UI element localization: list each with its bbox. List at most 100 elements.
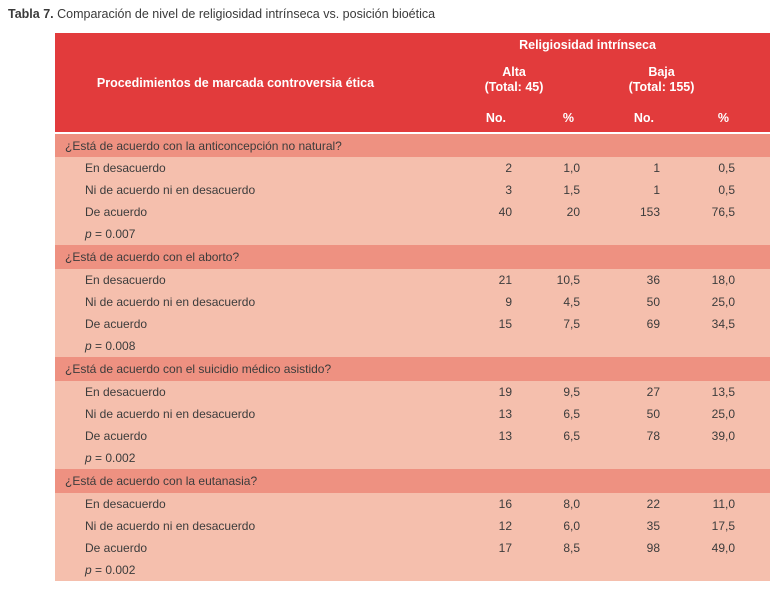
cell-alta-pct: 10,5: [520, 269, 588, 291]
table-row: De acuerdo 15 7,5 69 34,5: [55, 313, 771, 335]
table-caption-label: Tabla 7.: [8, 7, 54, 21]
cell-baja-pct: 76,5: [668, 201, 771, 223]
cell-alta-pct: 1,5: [520, 179, 588, 201]
cell-alta-no: 15: [440, 313, 520, 335]
cell-baja-no: 35: [588, 515, 668, 537]
cell-alta-pct: 9,5: [520, 381, 588, 403]
cell-baja-pct: 13,5: [668, 381, 771, 403]
comparison-table: Procedimientos de marcada controversia é…: [55, 33, 771, 581]
column-header-procedures: Procedimientos de marcada controversia é…: [55, 33, 440, 134]
p-value: p = 0.002: [55, 447, 771, 469]
row-label: Ni de acuerdo ni en desacuerdo: [55, 291, 440, 313]
section-question-row: ¿Está de acuerdo con la anticoncepción n…: [55, 133, 771, 157]
cell-alta-pct: 8,5: [520, 537, 588, 559]
row-label: De acuerdo: [55, 313, 440, 335]
column-header-pct-alta: %: [520, 103, 588, 134]
section-question-row: ¿Está de acuerdo con la eutanasia?: [55, 469, 771, 493]
table-row: Ni de acuerdo ni en desacuerdo 3 1,5 1 0…: [55, 179, 771, 201]
p-number: = 0.002: [91, 563, 136, 577]
cell-baja-pct: 49,0: [668, 537, 771, 559]
section-question-row: ¿Está de acuerdo con el suicidio médico …: [55, 357, 771, 381]
measure-header-row: No. % No. %: [55, 103, 771, 134]
column-group-alta-total: (Total: 45): [484, 80, 544, 94]
cell-alta-no: 12: [440, 515, 520, 537]
p-value-row: p = 0.007: [55, 223, 771, 245]
section-question: ¿Está de acuerdo con el suicidio médico …: [55, 357, 771, 381]
p-symbol: p: [85, 339, 92, 353]
cell-baja-no: 22: [588, 493, 668, 515]
cell-alta-pct: 7,5: [520, 313, 588, 335]
cell-baja-no: 98: [588, 537, 668, 559]
cell-baja-pct: 39,0: [668, 425, 771, 447]
cell-alta-no: 3: [440, 179, 520, 201]
row-label: En desacuerdo: [55, 381, 440, 403]
cell-baja-no: 27: [588, 381, 668, 403]
section-question: ¿Está de acuerdo con el aborto?: [55, 245, 771, 269]
table-row: En desacuerdo 2 1,0 1 0,5: [55, 157, 771, 179]
cell-baja-no: 1: [588, 179, 668, 201]
section-question-row: ¿Está de acuerdo con el aborto?: [55, 245, 771, 269]
cell-baja-no: 1: [588, 157, 668, 179]
cell-alta-pct: 6,5: [520, 403, 588, 425]
column-header-no-alta: No.: [440, 103, 520, 134]
row-label: Ni de acuerdo ni en desacuerdo: [55, 515, 440, 537]
cell-alta-no: 40: [440, 201, 520, 223]
subgroup-header-row: Alta (Total: 45) Baja (Total: 155): [55, 57, 771, 103]
cell-baja-no: 36: [588, 269, 668, 291]
p-symbol: p: [85, 227, 92, 241]
row-label: De acuerdo: [55, 201, 440, 223]
row-label: De acuerdo: [55, 537, 440, 559]
p-value-row: p = 0.002: [55, 559, 771, 581]
table-header: Procedimientos de marcada controversia é…: [55, 33, 771, 134]
cell-alta-pct: 4,5: [520, 291, 588, 313]
cell-baja-pct: 25,0: [668, 403, 771, 425]
cell-alta-no: 2: [440, 157, 520, 179]
cell-alta-pct: 6,0: [520, 515, 588, 537]
cell-baja-no: 69: [588, 313, 668, 335]
section-question: ¿Está de acuerdo con la anticoncepción n…: [55, 133, 771, 157]
table-row: Ni de acuerdo ni en desacuerdo 12 6,0 35…: [55, 515, 771, 537]
cell-alta-no: 17: [440, 537, 520, 559]
column-group-baja-label: Baja: [648, 65, 675, 79]
table-caption-text: Comparación de nivel de religiosidad int…: [53, 7, 436, 21]
p-value: p = 0.002: [55, 559, 771, 581]
cell-alta-pct: 8,0: [520, 493, 588, 515]
table-row: Ni de acuerdo ni en desacuerdo 9 4,5 50 …: [55, 291, 771, 313]
p-value: p = 0.007: [55, 223, 771, 245]
cell-alta-no: 13: [440, 425, 520, 447]
p-number: = 0.008: [91, 339, 136, 353]
table-row: De acuerdo 17 8,5 98 49,0: [55, 537, 771, 559]
column-group-alta-label: Alta: [502, 65, 526, 79]
table-row: En desacuerdo 16 8,0 22 11,0: [55, 493, 771, 515]
row-label: En desacuerdo: [55, 157, 440, 179]
column-header-no-baja: No.: [588, 103, 668, 134]
cell-alta-no: 9: [440, 291, 520, 313]
cell-baja-pct: 18,0: [668, 269, 771, 291]
table-caption: Tabla 7. Comparación de nivel de religio…: [8, 7, 435, 21]
cell-baja-no: 78: [588, 425, 668, 447]
cell-baja-no: 153: [588, 201, 668, 223]
row-label: Ni de acuerdo ni en desacuerdo: [55, 179, 440, 201]
column-group-baja-total: (Total: 155): [628, 80, 695, 94]
cell-alta-no: 16: [440, 493, 520, 515]
cell-alta-no: 21: [440, 269, 520, 291]
table-row: Ni de acuerdo ni en desacuerdo 13 6,5 50…: [55, 403, 771, 425]
group-header-row: Procedimientos de marcada controversia é…: [55, 33, 771, 134]
column-header-religiosity: Religiosidad intrínseca: [440, 33, 771, 57]
cell-baja-pct: 11,0: [668, 493, 771, 515]
row-label: Ni de acuerdo ni en desacuerdo: [55, 403, 440, 425]
p-number: = 0.007: [91, 227, 136, 241]
row-label: De acuerdo: [55, 425, 440, 447]
cell-baja-pct: 34,5: [668, 313, 771, 335]
row-label: En desacuerdo: [55, 493, 440, 515]
column-group-baja: Baja (Total: 155): [588, 57, 771, 103]
table-row: De acuerdo 13 6,5 78 39,0: [55, 425, 771, 447]
column-group-alta: Alta (Total: 45): [440, 57, 588, 103]
cell-alta-no: 19: [440, 381, 520, 403]
p-symbol: p: [85, 563, 92, 577]
p-value-row: p = 0.008: [55, 335, 771, 357]
cell-baja-no: 50: [588, 403, 668, 425]
cell-alta-no: 13: [440, 403, 520, 425]
p-value-row: p = 0.002: [55, 447, 771, 469]
